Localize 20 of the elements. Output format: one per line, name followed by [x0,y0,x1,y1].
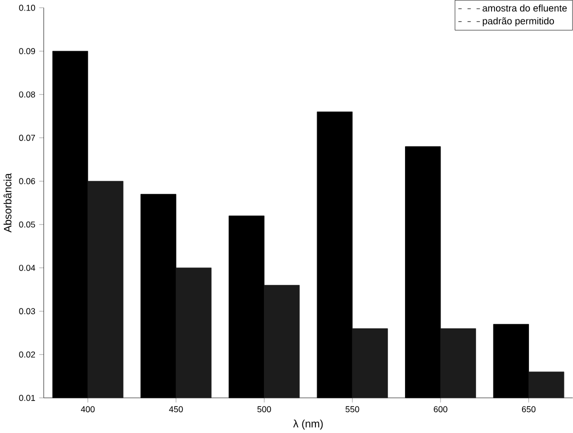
x-tick-label: 450 [169,406,183,412]
x-tick-label: 650 [522,406,536,412]
y-tick-label: 0.03 [19,308,36,314]
legend-label: padrão permitido [482,17,554,26]
y-tick-label: 0.01 [19,394,36,401]
y-tick-label: 0.08 [19,91,36,98]
y-tick-label: 0.07 [19,134,35,141]
x-tick-label: 600 [434,406,448,412]
x-tick-label: 550 [346,406,360,412]
y-tick-label: 0.06 [19,178,36,184]
legend-label: amostra do efluente [482,4,567,12]
x-tick-label: 400 [80,406,95,412]
y-tick-label: 0.10 [19,4,36,11]
y-axis-title: Absorbância [4,173,12,232]
y-tick-label: 0.04 [19,264,36,271]
x-axis-title: λ (nm) [293,420,323,430]
y-tick-label: 0.02 [19,351,35,358]
x-tick-label: 500 [257,406,271,412]
y-tick-label: 0.05 [19,221,36,228]
y-tick-label: 0.09 [19,48,36,54]
